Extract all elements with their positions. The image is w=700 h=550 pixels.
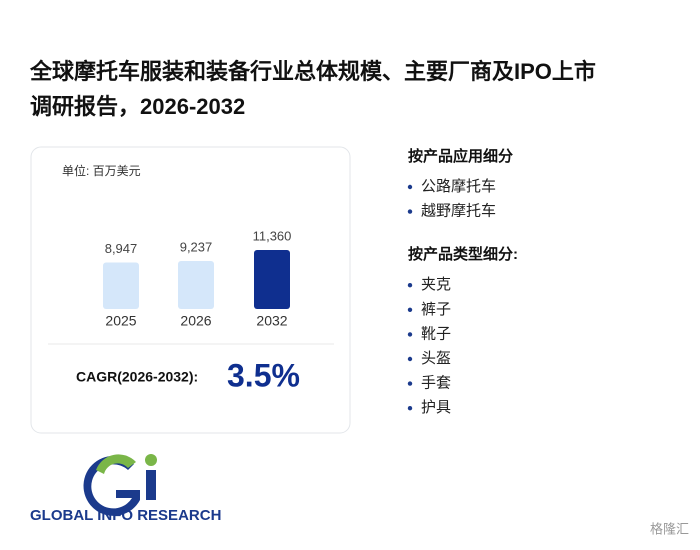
bullet <box>407 381 413 386</box>
segment-item: 裤子 <box>421 301 451 318</box>
cagr-label: CAGR(2026-2032): <box>76 369 198 385</box>
value-label: 8,947 <box>105 241 138 256</box>
bar <box>103 262 139 309</box>
segment-item: 手套 <box>421 375 451 392</box>
corner-brand: 格隆汇 <box>650 521 689 536</box>
logo-text: GLOBAL INFO RESEARCH <box>30 507 221 524</box>
bullet <box>407 184 413 190</box>
bullet <box>407 332 413 337</box>
logo-swoosh <box>96 454 136 474</box>
bar <box>178 261 214 309</box>
x-tick-label: 2026 <box>180 313 211 329</box>
segment-heading: 按产品应用细分 <box>408 147 513 165</box>
bullet <box>407 209 413 214</box>
unit-label: 单位: 百万美元 <box>62 163 141 178</box>
cagr-value: 3.5% <box>227 357 300 393</box>
bullet <box>407 406 413 411</box>
logo-g <box>83 455 140 516</box>
title-line: 调研报告，2026-2032 <box>30 94 245 119</box>
segment-heading: 按产品类型细分: <box>408 245 518 263</box>
segment-item: 公路摩托车 <box>421 177 496 195</box>
segment-item: 护具 <box>421 399 451 416</box>
segment-item: 越野摩托车 <box>421 202 496 220</box>
x-tick-label: 2025 <box>105 313 136 329</box>
segment-item: 头盔 <box>421 349 451 367</box>
x-tick-label: 2032 <box>256 313 287 329</box>
logo-dot <box>145 454 157 466</box>
value-label: 11,360 <box>253 228 292 243</box>
value-label: 9,237 <box>180 239 213 254</box>
bullet <box>407 356 413 362</box>
bullet <box>407 307 413 312</box>
bar <box>254 250 290 309</box>
bullet <box>407 283 413 288</box>
logo <box>83 454 157 516</box>
segment-item: 夹克 <box>421 276 451 293</box>
logo-i <box>146 470 156 500</box>
segment-item: 靴子 <box>421 325 451 342</box>
title-line: 全球摩托车服装和装备行业总体规模、主要厂商及IPO上市 <box>29 59 596 84</box>
